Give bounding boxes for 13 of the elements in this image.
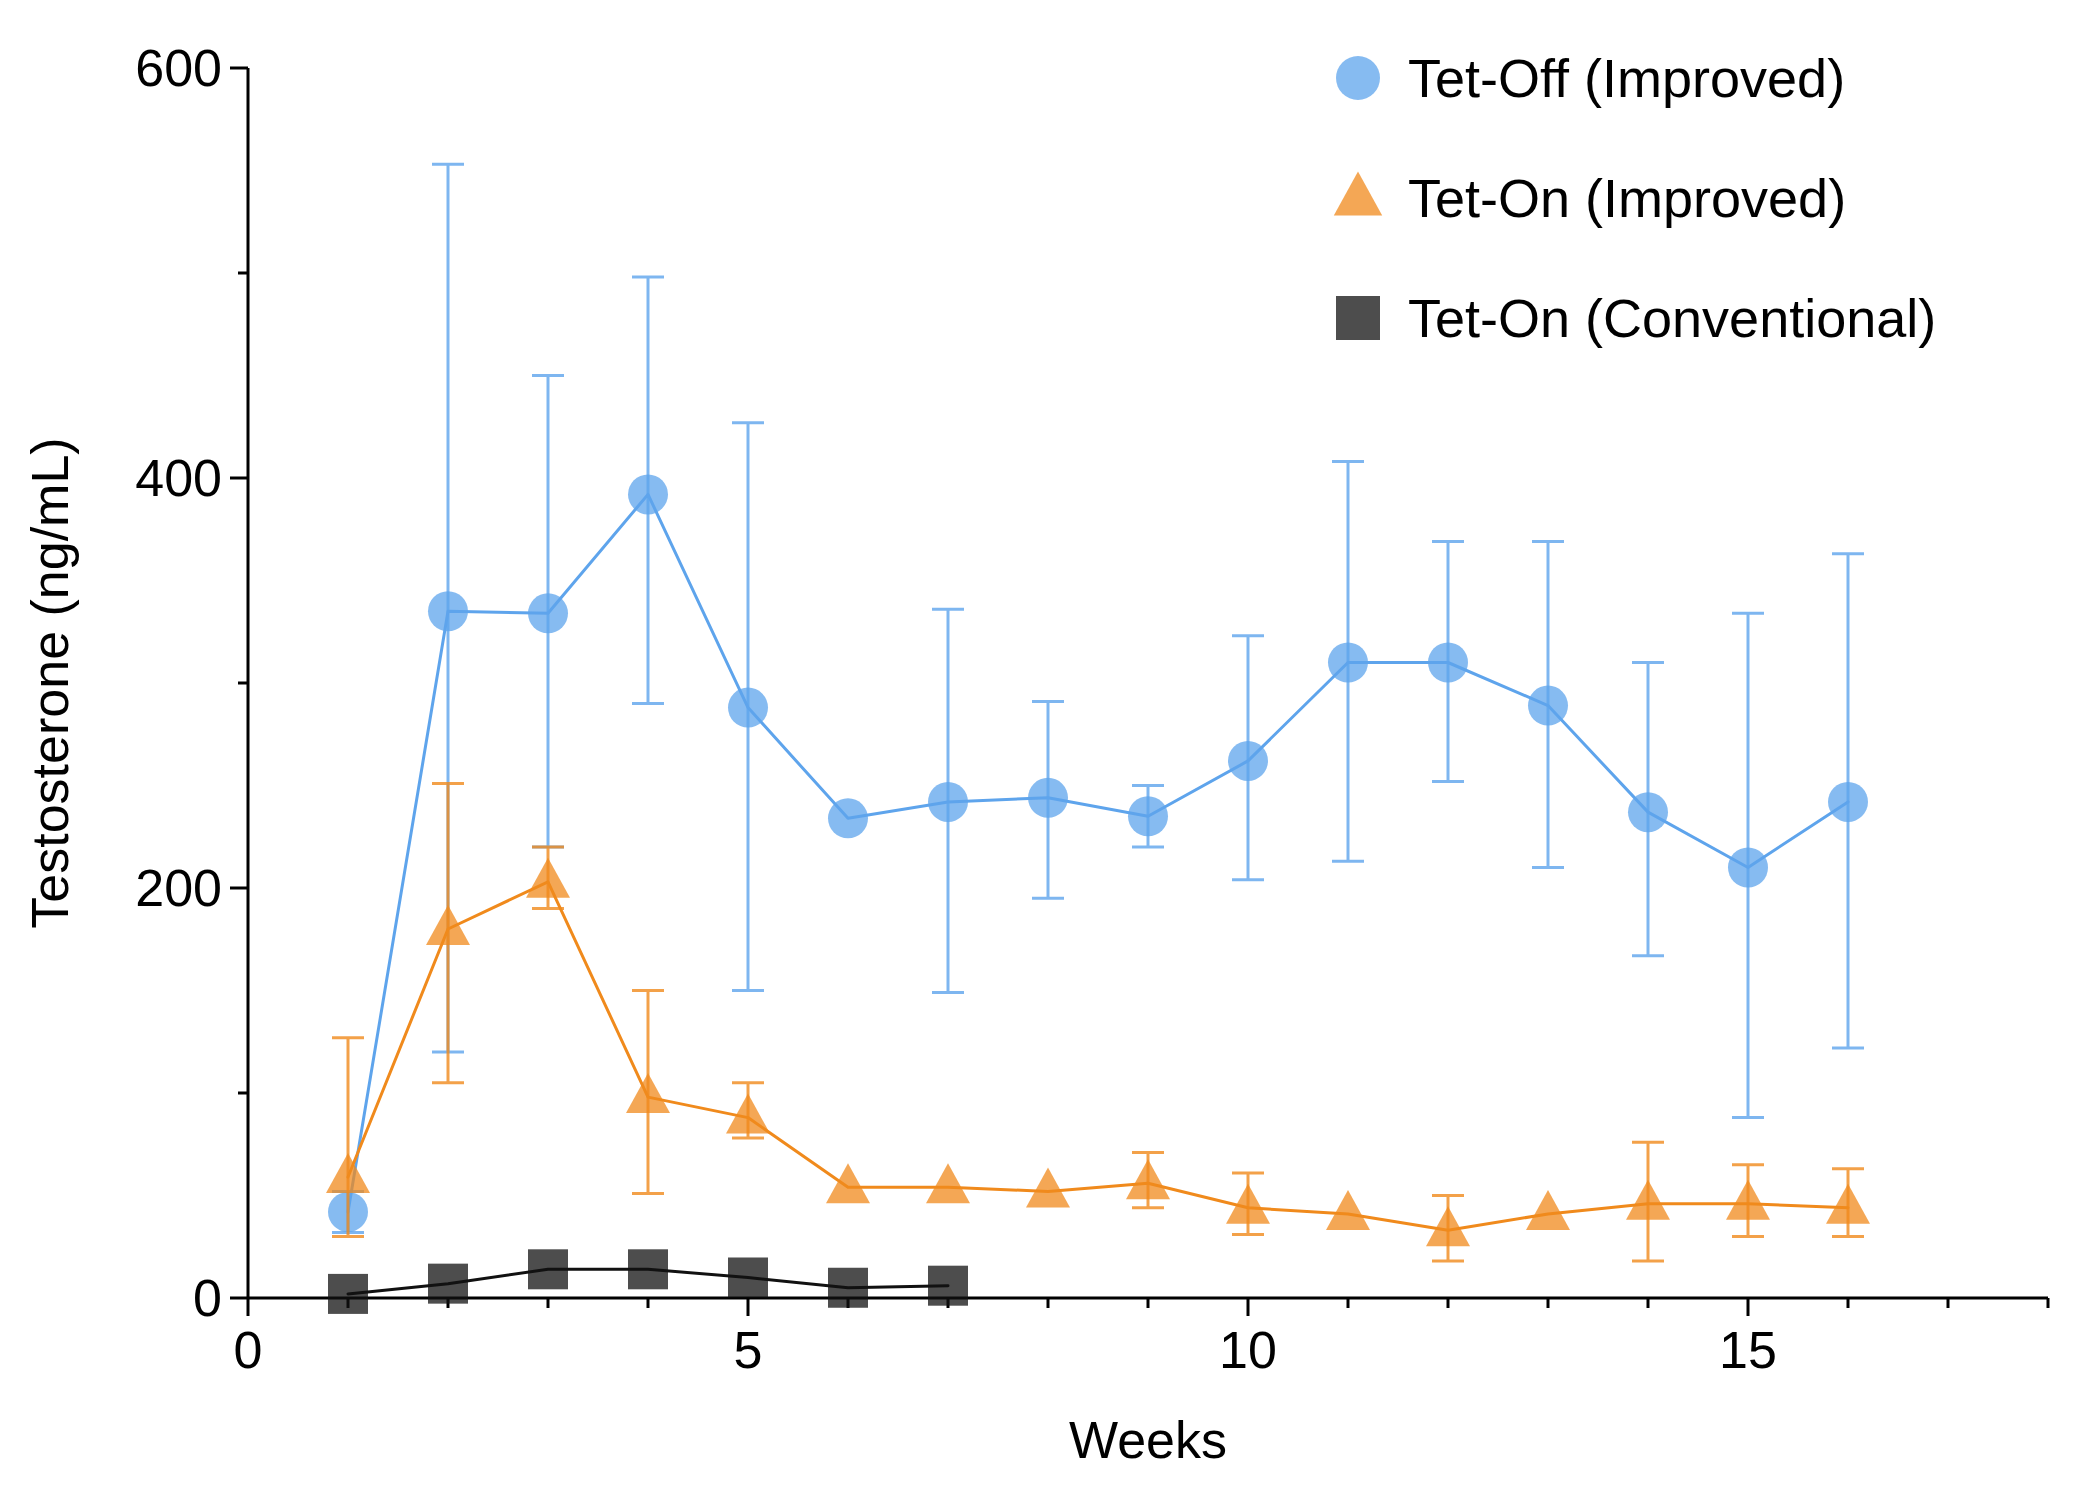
x-tick-label: 15	[1719, 1321, 1777, 1379]
y-tick-label: 200	[135, 859, 222, 918]
y-tick-label: 400	[135, 449, 222, 508]
x-tick-label: 5	[733, 1321, 763, 1379]
y-tick-label: 0	[193, 1269, 222, 1328]
legend-label: Tet-On (Improved)	[1408, 167, 1847, 228]
legend-label: Tet-On (Conventional)	[1408, 287, 1937, 348]
x-tick-label: 10	[1219, 1321, 1277, 1379]
y-axis-title: Testosterone (ng/mL)	[21, 437, 79, 929]
y-tick-label: 600	[135, 39, 222, 98]
legend-label: Tet-Off (Improved)	[1408, 47, 1846, 108]
x-tick-label: 0	[233, 1321, 263, 1379]
x-axis-title: Weeks	[1069, 1411, 1227, 1469]
